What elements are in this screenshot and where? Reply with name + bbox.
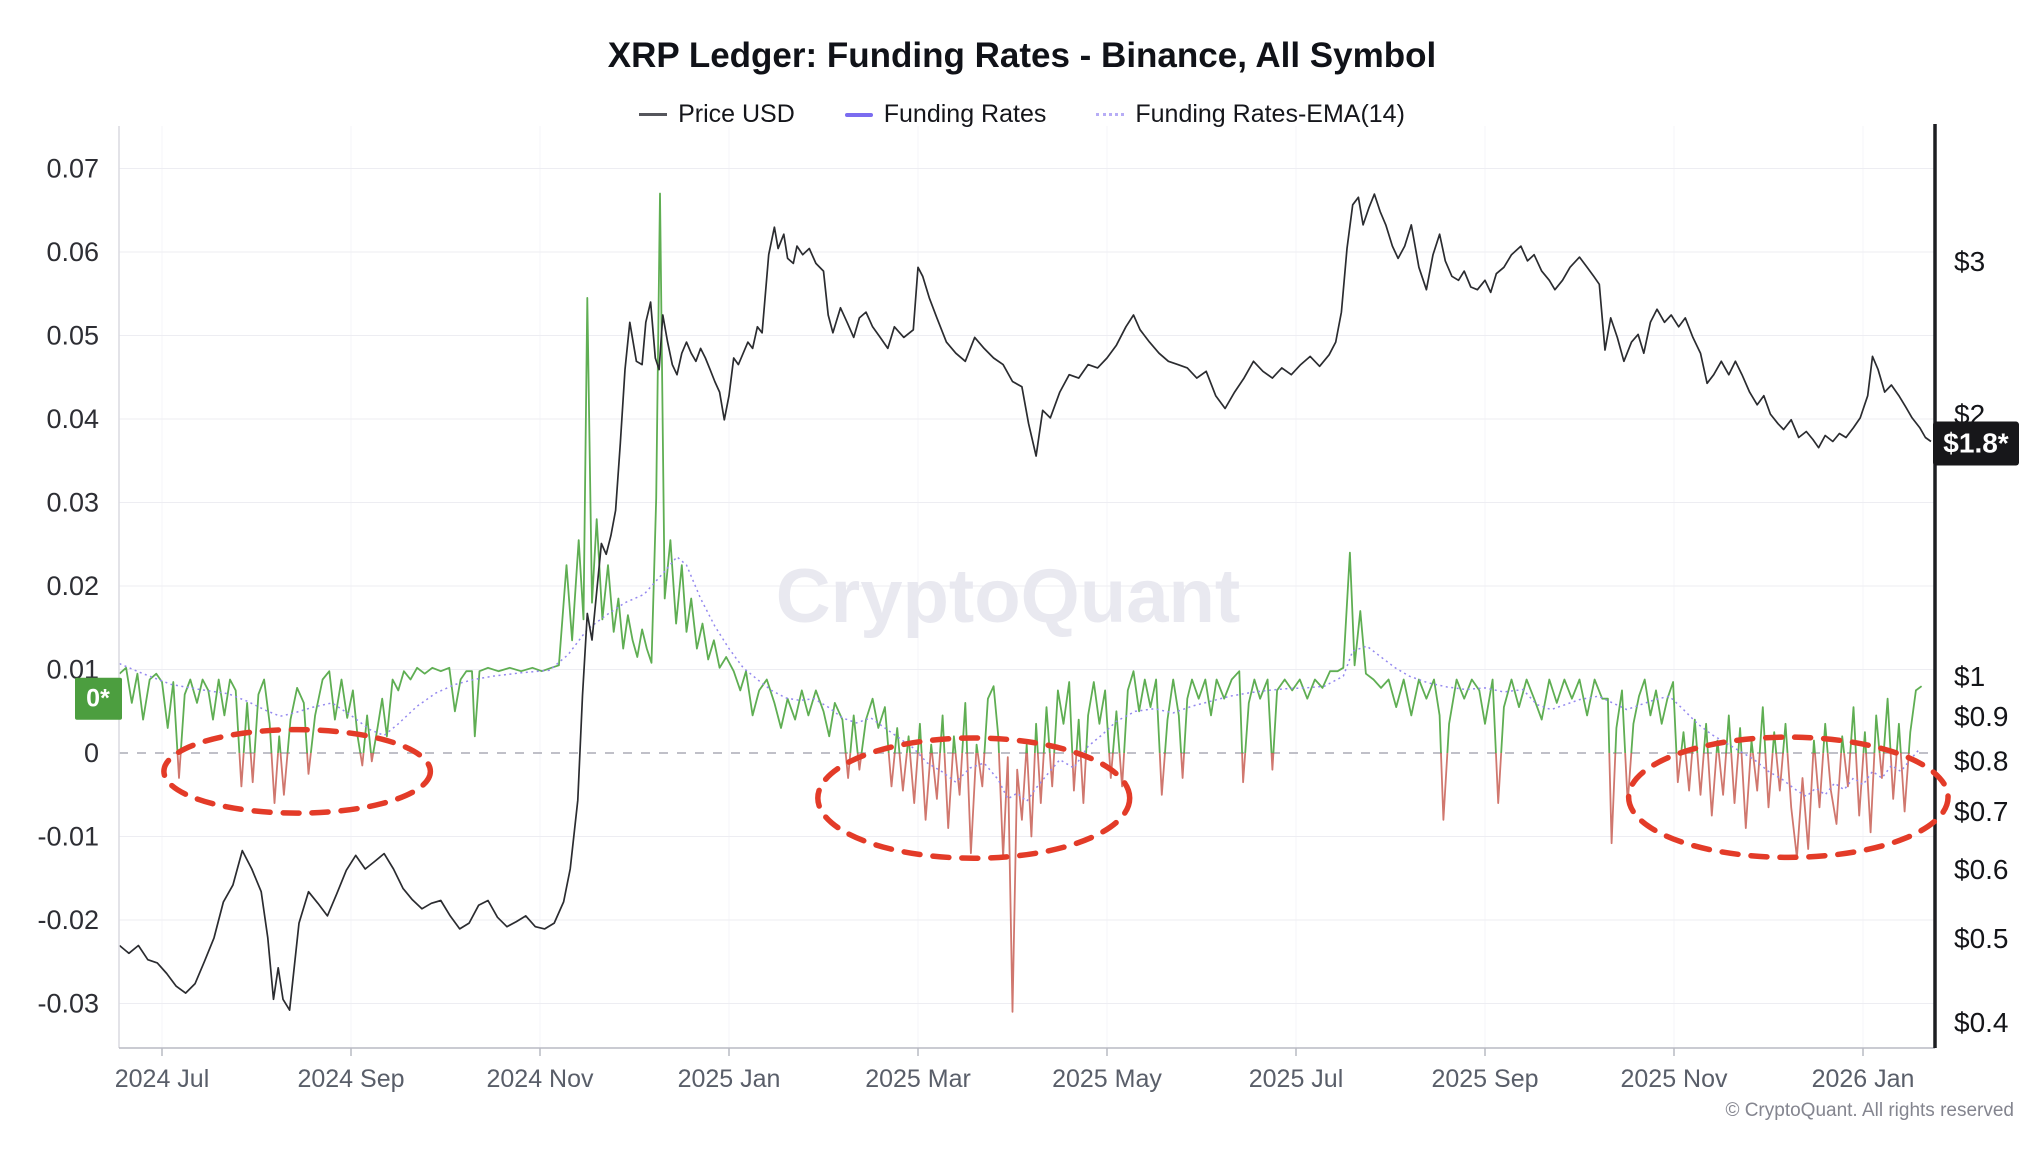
right-axis-tick-label: $0.6 [1954, 854, 2009, 885]
x-axis-tick-label: 2024 Sep [297, 1065, 404, 1093]
legend-label-price-usd: Price USD [678, 100, 795, 128]
right-axis-tick-label: $0.7 [1954, 796, 2009, 827]
left-axis-tick-label: 0.07 [46, 154, 99, 184]
left-axis-tick-label: 0.05 [46, 321, 99, 351]
legend: Price USD Funding Rates Funding Rates-EM… [0, 100, 2044, 129]
left-axis-tick-label: 0.03 [46, 488, 99, 518]
x-axis-tick-label: 2026 Jan [1812, 1065, 1915, 1093]
left-axis-tick-label: -0.03 [37, 989, 99, 1019]
x-axis-tick-label: 2025 Nov [1620, 1065, 1728, 1093]
legend-label-funding-rates: Funding Rates [883, 100, 1047, 128]
left-axis-tick-label: -0.01 [37, 822, 99, 852]
left-axis-tick-label: -0.02 [37, 905, 99, 935]
price-usd-line-icon [639, 113, 668, 116]
right-axis-tick-label: $3 [1954, 246, 1985, 277]
right-axis-tick-label: $0.5 [1954, 923, 2009, 954]
price-usd-line [118, 193, 1932, 1011]
watermark: CryptoQuant [776, 554, 1240, 639]
x-axis-tick-label: 2024 Jul [115, 1065, 210, 1093]
left-axis-tick-label: 0.02 [46, 571, 99, 601]
right-axis-badge-label: $1.8* [1943, 428, 2008, 459]
x-axis-tick-label: 2025 May [1052, 1065, 1162, 1093]
right-axis-tick-label: $0.8 [1954, 745, 2009, 776]
x-axis-tick-label: 2025 Jul [1249, 1065, 1344, 1093]
chart-title: XRP Ledger: Funding Rates - Binance, All… [607, 36, 1437, 75]
legend-item-price-usd[interactable]: Price USD [639, 100, 795, 129]
x-axis-tick-label: 2025 Mar [865, 1065, 971, 1093]
funding-rates-line-icon [844, 112, 873, 117]
legend-item-funding-rates[interactable]: Funding Rates [844, 100, 1047, 129]
left-axis-tick-label: 0.04 [46, 404, 99, 434]
highlight-ellipse [1625, 734, 1951, 861]
funding-rates-line-negative [176, 753, 1910, 1013]
right-axis-badge [1933, 421, 2019, 466]
right-axis-tick-label: $0.9 [1954, 701, 2009, 732]
x-axis-tick-label: 2025 Sep [1431, 1065, 1538, 1093]
left-axis-tick-label: 0 [84, 738, 99, 768]
funding-rates-ema-line-icon [1096, 113, 1125, 116]
highlight-ellipse [815, 735, 1133, 861]
right-axis-tick-label: $1 [1954, 661, 1985, 692]
x-axis-tick-label: 2025 Jan [678, 1065, 781, 1093]
funding-rates-line-positive [119, 192, 1923, 753]
right-axis-tick-label: $0.4 [1954, 1007, 2009, 1038]
legend-label-funding-rates-ema: Funding Rates-EMA(14) [1135, 100, 1405, 128]
legend-item-funding-rates-ema[interactable]: Funding Rates-EMA(14) [1096, 100, 1405, 129]
x-axis-tick-label: 2024 Nov [486, 1065, 594, 1093]
left-axis-tick-label: 0.06 [46, 237, 99, 267]
left-axis-badge-label: 0* [86, 685, 110, 713]
highlight-ellipse [161, 726, 434, 816]
left-axis-badge [75, 677, 122, 720]
copyright-text: © CryptoQuant. All rights reserved [1725, 1100, 2014, 1121]
